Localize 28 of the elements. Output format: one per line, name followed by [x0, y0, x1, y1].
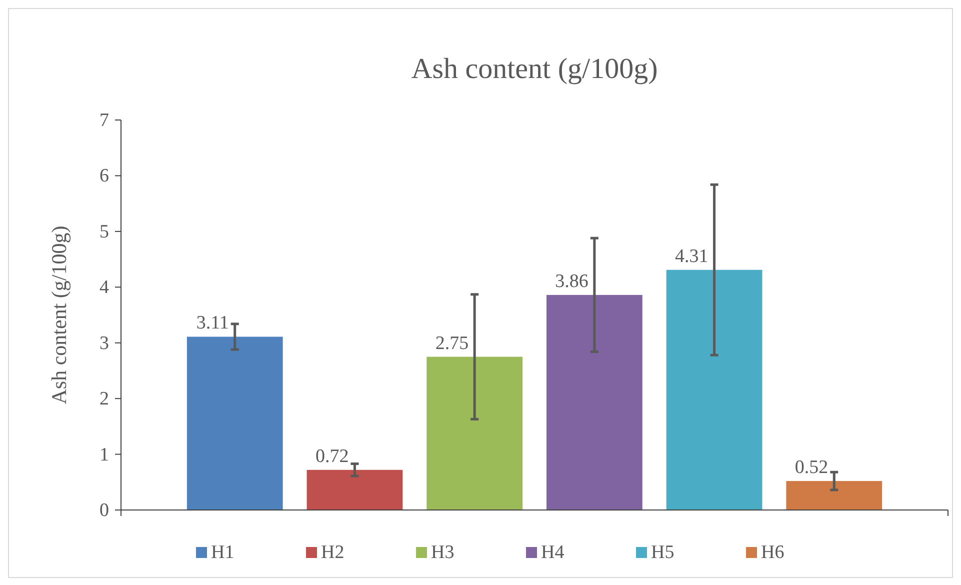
bar: [546, 294, 642, 510]
data-label: 4.31: [675, 246, 708, 267]
y-tick-label: 0: [100, 500, 109, 521]
y-axis-title: Ash content (g/100g): [47, 226, 71, 404]
y-tick-label: 7: [100, 110, 109, 131]
y-tick-label: 6: [100, 166, 109, 187]
bar: [186, 336, 283, 510]
y-tick-label: 4: [100, 277, 110, 298]
legend-label: H2: [321, 542, 344, 563]
legend-label: H5: [651, 542, 674, 563]
y-tick-label: 2: [100, 388, 109, 410]
bar: [786, 481, 882, 510]
y-tick-label: 1: [100, 444, 109, 466]
data-label: 2.75: [435, 332, 469, 354]
data-label: 0.52: [794, 457, 828, 478]
y-tick-label: 3: [100, 332, 109, 354]
data-label: 0.72: [315, 446, 349, 467]
chart-title: Ash content (g/100g): [411, 53, 658, 85]
legend-label: H3: [431, 542, 454, 563]
bar: [426, 356, 523, 510]
legend-label: H1: [211, 542, 234, 563]
bar: [666, 270, 762, 510]
legend-label: H6: [761, 542, 784, 563]
bar: [306, 470, 403, 510]
data-label: 3.86: [555, 270, 588, 292]
y-tick-label: 5: [100, 221, 109, 242]
data-label: 3.11: [196, 312, 229, 334]
legend-label: H4: [541, 542, 565, 563]
